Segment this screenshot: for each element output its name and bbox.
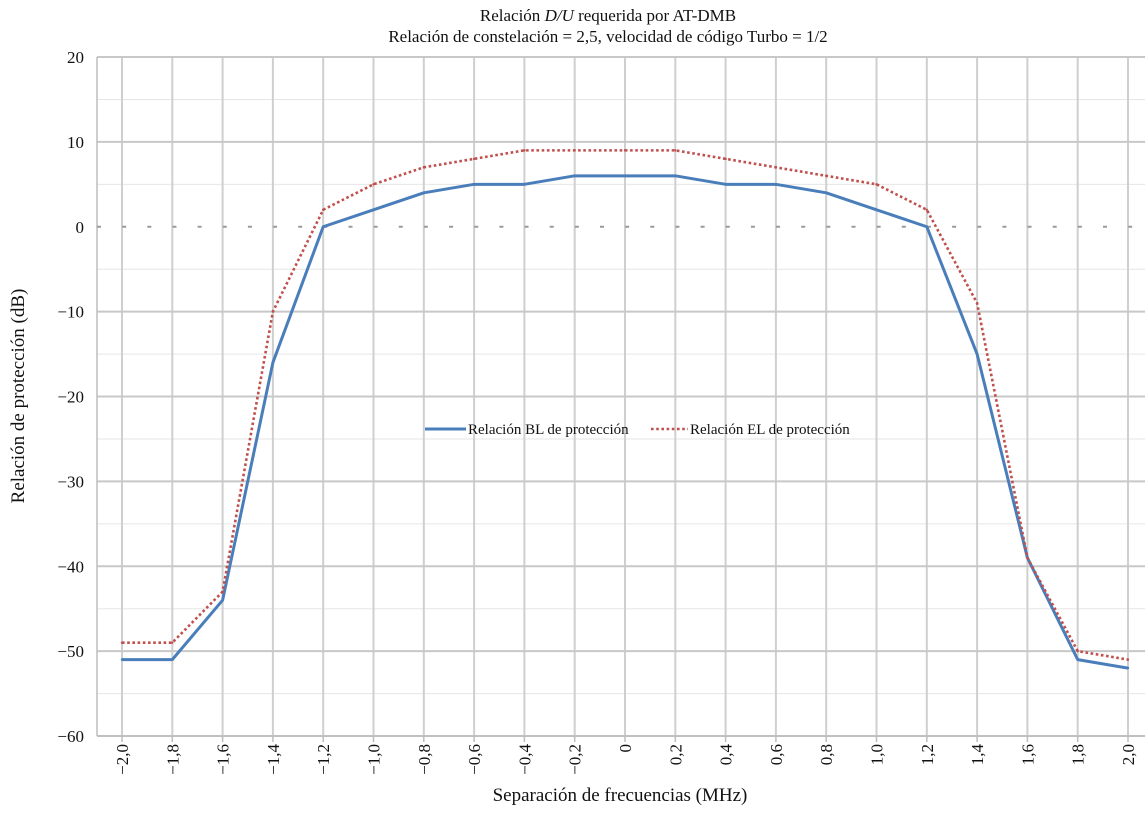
- data-point-bl: [1126, 666, 1130, 670]
- data-point-el: [875, 183, 878, 186]
- data-point-el: [774, 166, 778, 169]
- data-point-bl: [472, 183, 476, 186]
- data-point-bl: [975, 352, 979, 356]
- data-point-el: [674, 149, 677, 152]
- x-tick-label: 0: [616, 744, 635, 753]
- data-point-bl: [322, 225, 325, 228]
- data-point-el: [1076, 649, 1079, 653]
- y-tick-label: −30: [57, 472, 84, 491]
- x-tick-label: 1,8: [1069, 744, 1088, 765]
- data-point-bl: [774, 183, 778, 186]
- x-tick-label: 1,0: [868, 744, 887, 765]
- data-point-el: [271, 310, 275, 313]
- data-point-el: [1026, 556, 1029, 559]
- data-point-bl: [221, 599, 224, 602]
- data-point-bl: [825, 191, 828, 194]
- x-axis-label: Separación de frecuencias (MHz): [493, 785, 748, 806]
- x-tick-label: −0,4: [515, 744, 534, 775]
- data-point-el: [825, 174, 828, 178]
- data-point-bl: [623, 174, 627, 178]
- x-tick-label: −0,8: [415, 744, 434, 775]
- data-point-el: [472, 157, 476, 161]
- series-layer: [120, 149, 1130, 670]
- data-point-bl: [724, 183, 727, 186]
- data-point-el: [623, 149, 627, 152]
- data-point-el: [171, 641, 174, 644]
- data-point-el: [221, 590, 224, 593]
- chart-title: Relación D/U requerida por AT-DMB: [480, 6, 736, 25]
- y-tick-labels: 20 10 0 −10 −20 −30 −40 −50 −60: [57, 48, 84, 746]
- data-point-bl: [372, 208, 375, 211]
- x-tick-label: 2,0: [1119, 744, 1138, 765]
- x-tick-label: 0,4: [717, 744, 736, 766]
- data-point-el: [120, 641, 124, 644]
- data-point-bl: [573, 174, 576, 178]
- data-point-bl: [875, 208, 878, 211]
- data-point-bl: [422, 191, 425, 194]
- x-tick-label: −1,2: [314, 744, 333, 775]
- x-tick-label: 1,2: [918, 744, 937, 765]
- x-tick-label: 1,6: [1018, 744, 1037, 765]
- x-tick-label: 1,4: [968, 744, 987, 766]
- data-point-el: [322, 208, 325, 211]
- data-point-el: [573, 149, 576, 152]
- x-tick-label: −2,0: [113, 744, 132, 775]
- x-tick-labels: −2,0 −1,8 −1,6 −1,4 −1,2 −1,0 −0,8 −0,6 −0,4 −0,2…: [113, 744, 1138, 775]
- y-tick-label: 10: [67, 133, 84, 152]
- data-point-el: [925, 208, 928, 211]
- data-point-bl: [523, 183, 526, 186]
- y-axis-label: Relación de protección (dB): [8, 289, 29, 504]
- legend-label-el: Relación EL de protección: [690, 422, 850, 438]
- x-tick-label: −1,6: [214, 744, 233, 775]
- data-point-bl: [271, 361, 275, 364]
- x-tick-label: 0,8: [817, 744, 836, 765]
- data-point-bl: [120, 658, 124, 661]
- y-tick-label: −20: [57, 388, 84, 407]
- x-tick-label: −0,2: [566, 744, 585, 775]
- y-tick-label: −50: [57, 642, 84, 661]
- y-tick-label: −60: [57, 727, 84, 746]
- x-tick-label: −1,0: [365, 744, 384, 775]
- chart-title-part-1: Relación: [480, 6, 545, 25]
- data-point-el: [372, 183, 375, 186]
- data-point-bl: [674, 174, 677, 178]
- minor-gridlines: [97, 98, 1145, 695]
- data-point-bl: [1076, 658, 1079, 661]
- major-gridlines: [96, 56, 1145, 742]
- legend-label-bl: Relación BL de protección: [468, 422, 629, 438]
- chart-subtitle: Relación de constelación = 2,5, velocida…: [388, 27, 827, 46]
- data-point-bl: [171, 658, 174, 661]
- x-tick-label: −1,4: [264, 744, 283, 775]
- data-point-el: [523, 149, 526, 152]
- x-tick-label: −0,6: [465, 744, 484, 775]
- data-point-el: [975, 301, 979, 305]
- chart-title-part-2: D/U: [544, 6, 576, 25]
- chart-title-part-3: requerida por AT-DMB: [574, 6, 736, 25]
- x-tick-label: 0,6: [767, 744, 786, 765]
- y-tick-label: 0: [76, 218, 85, 237]
- x-tick-label: −1,8: [163, 744, 182, 775]
- legend: Relación BL de protección Relación EL de …: [425, 422, 850, 438]
- y-tick-label: 20: [67, 48, 84, 67]
- data-point-bl: [925, 225, 928, 228]
- x-tick-label: 0,2: [666, 744, 685, 765]
- data-point-el: [1126, 658, 1130, 661]
- data-point-el: [724, 157, 727, 161]
- y-tick-label: −40: [57, 557, 84, 576]
- y-tick-label: −10: [57, 303, 84, 322]
- data-point-el: [422, 166, 425, 169]
